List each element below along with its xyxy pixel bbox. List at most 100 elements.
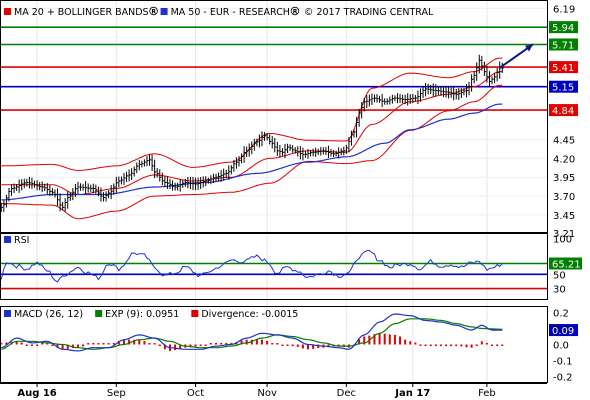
macd-legend-label: EXP (9): 0.0951 [105,309,179,320]
divergence-bar [501,344,504,346]
divergence-bar [255,339,258,345]
macd-legend-label: MACD (26, 12) [14,309,83,320]
divergence-bar [307,344,310,350]
divergence-bar [214,342,217,345]
divergence-bar [296,344,299,347]
macd-axis-tick: -0.1 [553,357,573,368]
legend-label: MA 50 - EUR - RESEARCH [171,7,290,18]
divergence-bar [209,343,212,345]
divergence-bar [460,344,463,347]
divergence-bar [480,341,483,345]
divergence-bar [475,344,478,346]
x-axis-label: Jan 17 [394,388,430,399]
divergence-bar [445,344,448,347]
macd-legend-swatch [95,310,103,317]
divergence-bar [455,344,458,347]
divergence-bar [429,344,432,347]
divergence-bar [220,342,223,345]
divergence-bar [194,344,197,347]
rsi-value-tag [549,257,582,270]
divergence-bar [56,344,59,348]
panel-frame [0,306,548,383]
macd-value-tag [549,324,578,337]
macd-legend-swatch [4,310,11,317]
macd-axis-tick: 0.2 [553,308,569,319]
divergence-bar [450,344,453,347]
divergence-bar [25,344,28,346]
divergence-bar [286,344,289,346]
divergence-bar [439,344,442,347]
price-axis-tick: 4.45 [553,135,575,146]
macd-signal-line [1,318,503,350]
divergence-bar [51,344,54,346]
divergence-bar [388,334,391,345]
divergence-bar [5,342,8,345]
price-level-tag [549,80,578,93]
panel-frame [0,233,548,300]
divergence-bar [485,343,488,345]
divergence-bar [122,339,125,345]
divergence-bar [434,344,437,347]
price-axis-tick: 3.45 [553,211,575,222]
copyright-text: © 2017 TRADING CENTRAL [304,7,434,18]
price-axis-tick: 6.19 [553,4,575,15]
price-level-tag [549,38,578,51]
candles-layer [0,54,505,213]
registered-mark-glyph: R [151,9,156,16]
x-axis-label: Aug 16 [17,388,56,399]
price-level-tag [549,21,578,34]
divergence-bar [20,342,23,345]
divergence-bar [41,343,44,345]
indicator-layer [0,43,534,352]
macd-legend-label: Divergence: -0.0015 [201,309,298,320]
macd-legend-swatch [191,310,199,317]
divergence-bar [163,344,166,350]
price-axis-tick: 3.70 [553,192,575,203]
divergence-bar [97,343,100,345]
rsi-line [0,249,503,283]
divergence-bar [240,340,243,345]
divergence-bar [128,339,131,345]
divergence-bar [133,339,136,345]
panel-frame [0,0,548,233]
frame-layer [0,0,548,387]
price-level-value: 5.41 [552,63,574,74]
level-lines-layer [0,21,582,337]
price-axis-tick: 3.21 [553,229,575,240]
divergence-bar [82,344,85,347]
registered-mark-icon [149,6,158,16]
macd-line [1,313,503,352]
divergence-bar [87,343,90,345]
divergence-bar [414,342,417,345]
legend-swatch [4,8,11,15]
divergence-bar [36,344,39,346]
rsi-legend-swatch [4,236,11,243]
macd-axis-tick: 0.1 [553,324,569,335]
rsi-axis-tick: 100 [553,235,572,246]
divergence-bar [358,339,361,345]
ma50-line [1,103,503,201]
ma20-line [1,71,503,195]
x-axis-label: Sep [107,388,126,399]
price-level-value: 5.15 [552,83,574,94]
legend-swatch [160,8,168,15]
divergence-bar [92,342,95,345]
divergence-bar [496,344,499,346]
divergence-bar [383,333,386,345]
divergence-bar [46,342,49,345]
divergence-bar [225,342,228,345]
divergence-bar [107,343,110,345]
x-axis-label: Nov [257,388,277,399]
divergence-bar [61,344,64,350]
divergence-bar [0,342,3,345]
divergence-bar [409,341,412,345]
x-axis-label: Oct [187,388,204,399]
divergence-bar [363,336,366,345]
divergence-bar [373,334,376,345]
x-axis-label: Dec [337,388,356,399]
price-axis-tick: 4.20 [553,154,575,165]
divergence-bar [419,344,422,346]
divergence-bar [117,340,120,345]
divergence-bar [301,344,304,349]
